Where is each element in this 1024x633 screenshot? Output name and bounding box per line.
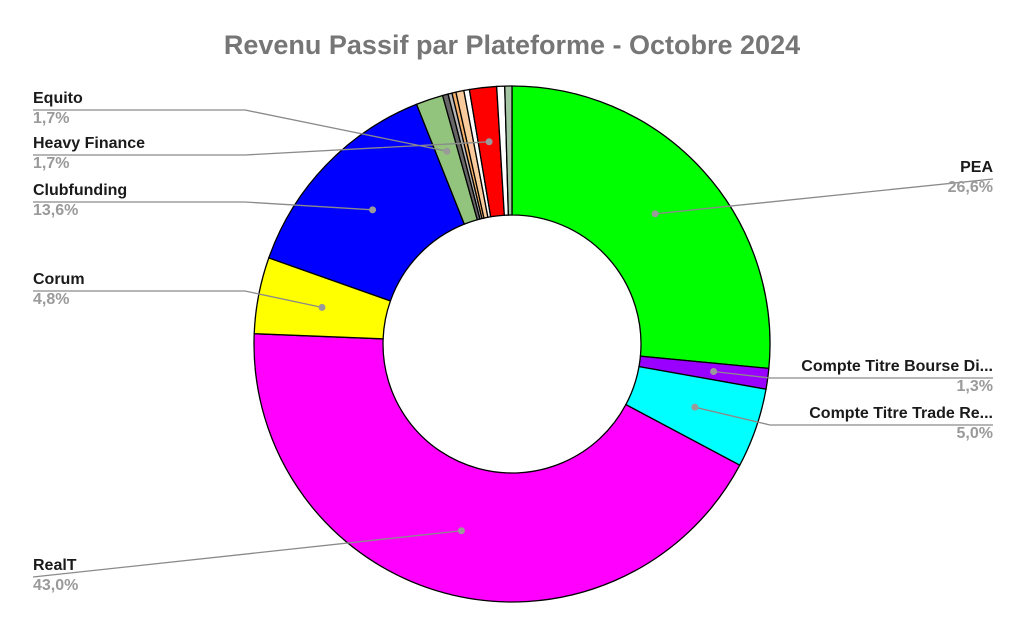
label-name: Heavy Finance bbox=[33, 135, 146, 152]
leader-line-pea bbox=[655, 178, 994, 215]
data-label-equito: Equito 1,7% bbox=[33, 89, 83, 129]
label-percent: 4,8% bbox=[33, 291, 70, 308]
leader-dot-clubfunding bbox=[369, 206, 377, 214]
label-percent: 1,7% bbox=[33, 110, 70, 127]
label-name: Compte Titre Trade Re... bbox=[809, 405, 993, 422]
slice-pea bbox=[511, 85, 771, 370]
leader-dot-heavy-finance bbox=[485, 138, 493, 146]
slice-realt bbox=[253, 333, 741, 603]
data-label-heavy-finance: Heavy Finance 1,7% bbox=[33, 134, 145, 174]
label-name: Equito bbox=[33, 90, 83, 107]
leader-line-compte-titre-bourse-di bbox=[713, 370, 993, 379]
data-label-clubfunding: Clubfunding 13,6% bbox=[33, 181, 127, 221]
leader-dot-equito bbox=[443, 147, 451, 155]
leader-line-realt bbox=[32, 530, 462, 578]
leader-dot-compte-titre-bourse-di bbox=[710, 367, 718, 375]
leader-dot-compte-titre-trade-re bbox=[691, 403, 699, 411]
leader-line-equito bbox=[33, 109, 448, 152]
data-label-compte-titre-bourse-di: Compte Titre Bourse Di... 1,3% bbox=[801, 357, 993, 397]
data-label-realt: RealT 43,0% bbox=[33, 556, 78, 596]
label-name: Clubfunding bbox=[33, 182, 128, 199]
leader-dot-corum bbox=[318, 303, 326, 311]
label-percent: 26,6% bbox=[947, 179, 993, 196]
label-name: PEA bbox=[960, 159, 993, 176]
chart-title: Revenu Passif par Plateforme - Octobre 2… bbox=[223, 30, 801, 60]
leader-line-clubfunding bbox=[33, 201, 373, 211]
label-name: RealT bbox=[33, 557, 77, 574]
label-name: Compte Titre Bourse Di... bbox=[801, 358, 993, 375]
data-label-pea: PEA 26,6% bbox=[948, 158, 993, 198]
slice-clubfunding bbox=[267, 103, 466, 302]
label-percent: 13,6% bbox=[33, 202, 79, 219]
label-percent: 1,3% bbox=[956, 378, 993, 395]
leader-line-compte-titre-trade-re bbox=[694, 406, 993, 426]
slice-minor-14 bbox=[504, 85, 513, 216]
leader-dot-realt bbox=[457, 527, 465, 535]
data-label-compte-titre-trade-re: Compte Titre Trade Re... 5,0% bbox=[809, 404, 993, 444]
label-percent: 1,7% bbox=[33, 155, 70, 172]
label-percent: 5,0% bbox=[956, 425, 993, 442]
label-name: Corum bbox=[33, 271, 85, 288]
label-percent: 43,0% bbox=[33, 577, 79, 594]
leader-dot-pea bbox=[651, 210, 659, 218]
leader-line-corum bbox=[33, 290, 323, 309]
data-label-corum: Corum 4,8% bbox=[33, 270, 85, 310]
leader-line-heavy-finance bbox=[33, 141, 490, 156]
